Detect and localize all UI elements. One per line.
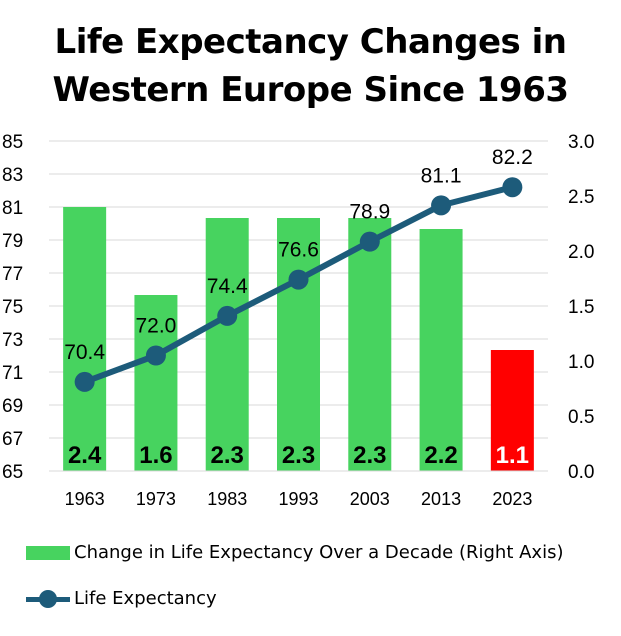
left-axis-tick-label: 83 — [2, 165, 23, 186]
bar-data-label: 2.3 — [211, 442, 244, 469]
legend-bar-label: Change in Life Expectancy Over a Decade … — [74, 542, 564, 563]
x-axis-tick-label: 2023 — [492, 489, 532, 509]
line-data-label: 78.9 — [349, 201, 390, 224]
legend-line-swatch — [26, 589, 70, 608]
bar-data-label: 2.2 — [424, 442, 457, 469]
line-data-label: 74.4 — [207, 275, 248, 298]
right-axis-tick-label: 1.0 — [568, 352, 594, 373]
left-axis-tick-label: 85 — [2, 132, 23, 153]
x-axis-tick-label: 1983 — [207, 489, 247, 509]
bar — [348, 218, 392, 471]
bar-data-label: 2.4 — [68, 442, 102, 469]
line-point — [502, 177, 523, 198]
left-axis-tick-label: 71 — [2, 363, 23, 384]
left-axis-tick-label: 73 — [2, 330, 23, 351]
bar — [490, 350, 534, 471]
right-axis-tick-label: 1.5 — [568, 297, 594, 318]
left-axis-tick-label: 69 — [2, 396, 23, 417]
right-axis-tick-label: 3.0 — [568, 132, 594, 153]
chart-title: Life Expectancy Changes in Western Europ… — [0, 18, 621, 114]
line-point — [74, 371, 95, 392]
line-point — [359, 231, 380, 252]
x-axis-tick-label: 1993 — [278, 489, 318, 509]
right-axis-tick-label: 0.0 — [568, 462, 594, 483]
bar-data-label: 1.6 — [139, 442, 172, 469]
right-axis-tick-label: 0.5 — [568, 407, 594, 428]
right-axis-tick-label: 2.0 — [568, 242, 594, 263]
x-axis-tick-label: 2013 — [421, 489, 461, 509]
bar — [419, 229, 463, 471]
left-axis-tick-label: 75 — [2, 297, 23, 318]
legend-item-bars: Change in Life Expectancy Over a Decade … — [26, 542, 563, 563]
left-axis-tick-label: 77 — [2, 264, 23, 285]
bar — [277, 218, 320, 471]
x-axis-tick-label: 1973 — [136, 489, 176, 509]
legend-item-line: Life Expectancy — [26, 588, 217, 609]
bar — [134, 295, 178, 471]
legend-bar-swatch — [26, 545, 70, 560]
x-axis-tick-label: 2003 — [350, 489, 390, 509]
left-axis-tick-label: 79 — [2, 231, 23, 252]
x-axis-tick-label: 1963 — [65, 489, 105, 509]
line-data-label: 70.4 — [64, 341, 105, 364]
right-axis-tick-label: 2.5 — [568, 187, 594, 208]
bar-data-label: 1.1 — [496, 442, 529, 469]
line-point — [288, 269, 309, 290]
line-data-label: 76.6 — [278, 239, 319, 262]
bar — [63, 207, 107, 471]
left-axis-tick-label: 65 — [2, 462, 23, 483]
left-axis-tick-label: 67 — [2, 429, 23, 450]
bar-data-label: 2.3 — [282, 442, 315, 469]
legend-line-label: Life Expectancy — [74, 588, 217, 609]
line-point — [431, 195, 452, 216]
line-data-label: 82.2 — [492, 146, 533, 169]
bar-data-label: 2.3 — [353, 442, 386, 469]
chart-title-line-2: Western Europe Since 1963 — [52, 70, 569, 110]
left-axis-tick-label: 81 — [2, 198, 23, 219]
line-data-label: 72.0 — [135, 315, 176, 338]
line-point — [145, 345, 166, 366]
line-data-label: 81.1 — [421, 164, 462, 187]
line-point — [217, 305, 238, 326]
chart-title-line-1: Life Expectancy Changes in — [54, 22, 567, 62]
bar — [205, 218, 249, 471]
